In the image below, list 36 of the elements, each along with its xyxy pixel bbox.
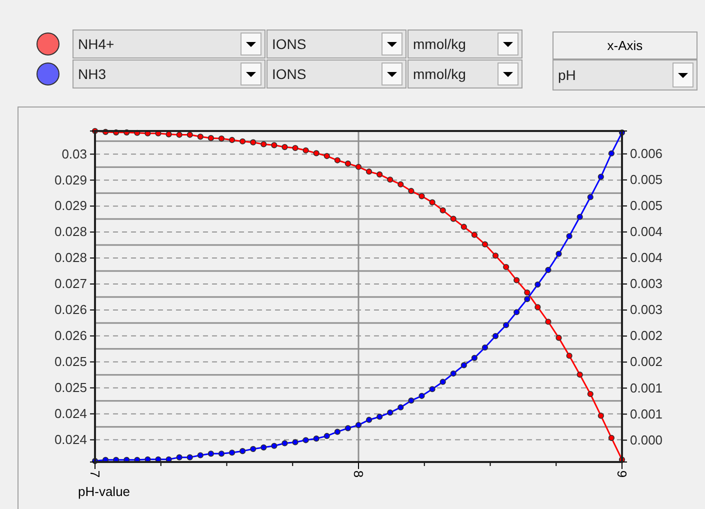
- text: IONS: [272, 36, 306, 52]
- text: x-Axis: [607, 38, 644, 53]
- y-tick-label: 0.025: [54, 380, 87, 396]
- legend-label: NH4+: [78, 36, 114, 52]
- y2-tick-label: 0.003: [630, 302, 663, 318]
- y2-tick-label: 0.000: [630, 432, 663, 448]
- y-tick-label: 0.026: [54, 302, 87, 318]
- y2-tick-label: 0.001: [630, 406, 663, 422]
- y-tick-label: 0.03: [62, 146, 87, 162]
- y2-tick-label: 0.002: [630, 328, 663, 344]
- y-tick-label: 0.027: [54, 276, 87, 292]
- y2-tick-label: 0.002: [630, 354, 663, 370]
- y-tick-label: 0.024: [54, 406, 87, 421]
- y2-tick-label: 0.004: [630, 224, 663, 240]
- y-tick-label: 0.029: [54, 172, 87, 188]
- x-tick-label: 7: [87, 470, 102, 478]
- y-tick-label: 0.024: [54, 432, 87, 447]
- y2-tick-label: 0.006: [630, 146, 663, 162]
- x-axis-title: pH-value: [78, 484, 130, 499]
- y-tick-label: 0.025: [54, 354, 87, 370]
- text: mmol/kg: [413, 66, 466, 82]
- y2-tick-label: 0.001: [630, 380, 663, 396]
- y-tick-label: 0.029: [54, 198, 87, 214]
- text: mmol/kg: [413, 36, 466, 52]
- legend-label: NH3: [78, 66, 106, 82]
- y2-tick-label: 0.003: [630, 276, 663, 292]
- y2-tick-label: 0.005: [630, 172, 663, 188]
- text: IONS: [272, 66, 306, 82]
- x-tick-label: 8: [350, 470, 366, 478]
- y2-tick-label: 0.005: [630, 198, 663, 214]
- y-tick-label: 0.028: [54, 224, 87, 240]
- y2-tick-label: 0.004: [630, 250, 663, 266]
- y-tick-label: 0.026: [54, 328, 87, 344]
- text: pH: [558, 67, 576, 83]
- y-tick-label: 0.028: [54, 250, 87, 266]
- x-tick-label: 9: [614, 470, 630, 478]
